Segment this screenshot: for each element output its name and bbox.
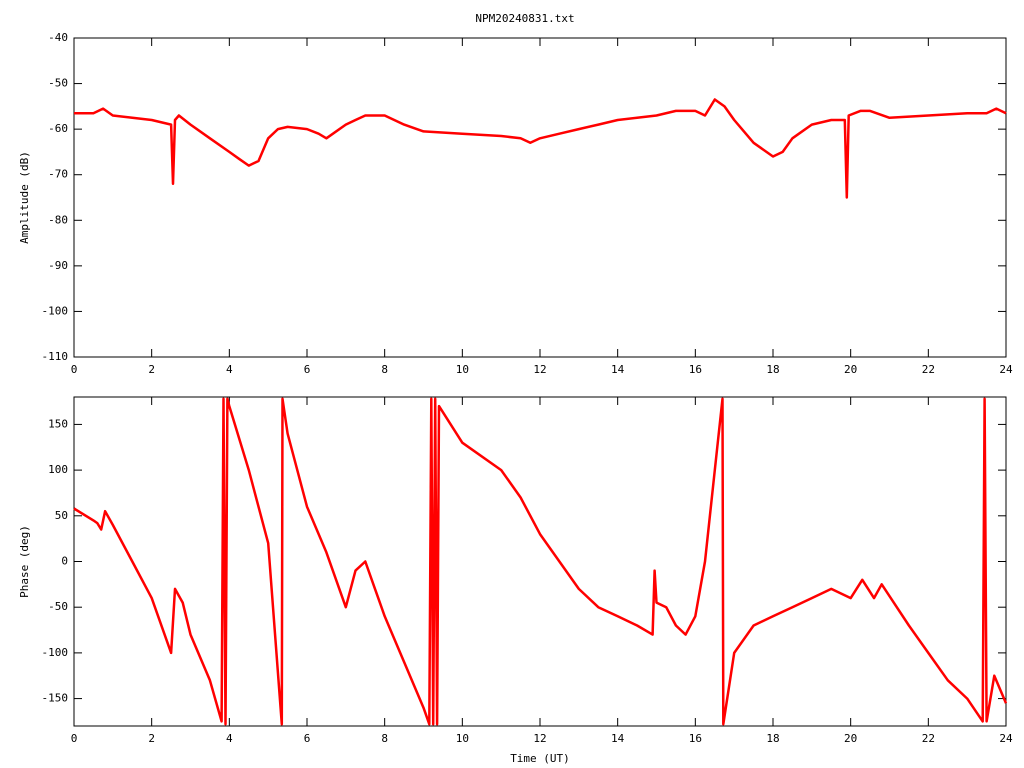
y-tick-label: -50 — [48, 600, 68, 613]
data-line — [73, 397, 1008, 726]
x-tick-label: 12 — [533, 363, 546, 376]
x-tick-label: 18 — [766, 363, 779, 376]
data-line — [74, 98, 1007, 199]
x-tick-label: 6 — [304, 732, 311, 745]
x-tick-label: 6 — [304, 363, 311, 376]
plot-frame — [73, 396, 1007, 727]
x-tick-label: 4 — [226, 732, 233, 745]
x-axis-label: Time (UT) — [510, 752, 570, 765]
x-tick-label: 2 — [148, 732, 155, 745]
plot-frame — [73, 37, 1007, 358]
x-tick-label: 14 — [611, 732, 625, 745]
x-tick-label: 18 — [766, 732, 779, 745]
x-tick-label: 12 — [533, 732, 546, 745]
y-axis-label: Amplitude (dB) — [18, 151, 31, 244]
x-tick-label: 20 — [844, 363, 857, 376]
y-tick-label: -150 — [42, 692, 69, 705]
y-axis-label: Phase (deg) — [18, 525, 31, 598]
x-tick-label: 0 — [71, 363, 78, 376]
y-tick-label: -70 — [48, 168, 68, 181]
x-tick-label: 8 — [381, 363, 388, 376]
x-tick-label: 10 — [456, 363, 469, 376]
x-tick-label: 4 — [226, 363, 233, 376]
x-tick-label: 16 — [689, 732, 702, 745]
x-tick-label: 24 — [999, 732, 1013, 745]
y-tick-label: 0 — [61, 555, 68, 568]
x-tick-label: 2 — [148, 363, 155, 376]
x-tick-label: 10 — [456, 732, 469, 745]
x-tick-label: 14 — [611, 363, 625, 376]
chart-title: NPM20240831.txt — [475, 12, 574, 25]
x-tick-label: 0 — [71, 732, 78, 745]
y-tick-label: -60 — [48, 122, 68, 135]
y-tick-label: 150 — [48, 417, 68, 430]
y-tick-label: -80 — [48, 213, 68, 226]
x-tick-label: 24 — [999, 363, 1013, 376]
x-tick-label: 16 — [689, 363, 702, 376]
y-tick-label: -40 — [48, 31, 68, 44]
y-tick-label: -100 — [42, 646, 69, 659]
y-tick-label: 50 — [55, 509, 68, 522]
y-tick-label: -110 — [42, 350, 69, 363]
x-tick-label: 22 — [922, 363, 935, 376]
y-tick-label: 100 — [48, 463, 68, 476]
x-tick-label: 8 — [381, 732, 388, 745]
y-tick-label: -90 — [48, 259, 68, 272]
y-tick-label: -50 — [48, 77, 68, 90]
x-tick-label: 20 — [844, 732, 857, 745]
y-tick-label: -100 — [42, 304, 69, 317]
x-tick-label: 22 — [922, 732, 935, 745]
